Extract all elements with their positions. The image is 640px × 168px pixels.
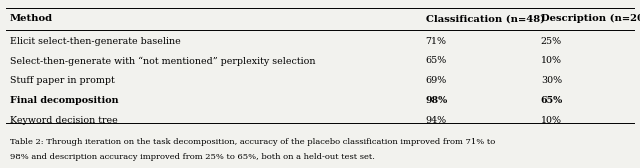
Text: Classification (n=48): Classification (n=48) bbox=[426, 14, 545, 23]
Text: 71%: 71% bbox=[426, 37, 447, 46]
Text: Select-then-generate with “not mentioned” perplexity selection: Select-then-generate with “not mentioned… bbox=[10, 56, 315, 66]
Text: 30%: 30% bbox=[541, 76, 562, 85]
Text: 94%: 94% bbox=[426, 116, 447, 125]
Text: 69%: 69% bbox=[426, 76, 447, 85]
Text: 10%: 10% bbox=[541, 116, 562, 125]
Text: Description (n=20): Description (n=20) bbox=[541, 14, 640, 23]
Text: Stuff paper in prompt: Stuff paper in prompt bbox=[10, 76, 115, 85]
Text: 65%: 65% bbox=[541, 96, 563, 105]
Text: 98%: 98% bbox=[426, 96, 448, 105]
Text: 65%: 65% bbox=[426, 56, 447, 66]
Text: Keyword decision tree: Keyword decision tree bbox=[10, 116, 117, 125]
Text: 98% and description accuracy improved from 25% to 65%, both on a held-out test s: 98% and description accuracy improved fr… bbox=[10, 153, 374, 161]
Text: Method: Method bbox=[10, 14, 52, 23]
Text: Table 2: Through iteration on the task decomposition, accuracy of the placebo cl: Table 2: Through iteration on the task d… bbox=[10, 138, 495, 146]
Text: 25%: 25% bbox=[541, 37, 562, 46]
Text: Final decomposition: Final decomposition bbox=[10, 96, 118, 105]
Text: Elicit select-then-generate baseline: Elicit select-then-generate baseline bbox=[10, 37, 180, 46]
Text: 10%: 10% bbox=[541, 56, 562, 66]
